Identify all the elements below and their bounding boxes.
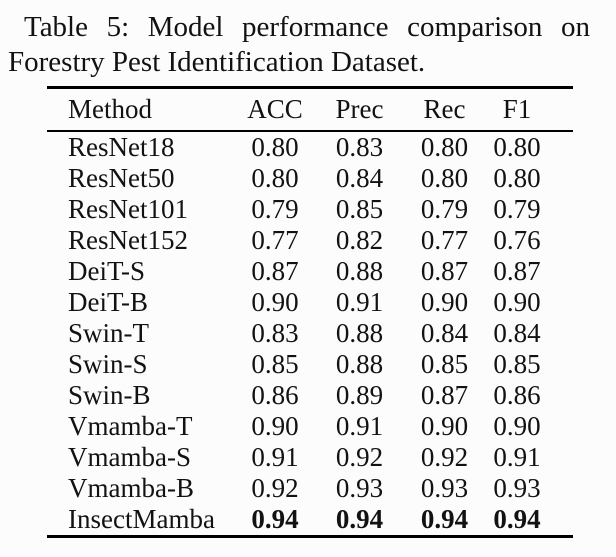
cell-prec: 0.93 bbox=[335, 473, 384, 503]
cell-acc: 0.86 bbox=[251, 380, 299, 410]
table-row: ResNet101 0.79 0.85 0.79 0.79 bbox=[47, 194, 573, 225]
caption-line-2: Forestry Pest Identification Dataset. bbox=[8, 46, 426, 78]
cell-method: Swin-S bbox=[68, 349, 148, 379]
cell-rec: 0.87 bbox=[420, 380, 469, 410]
col-header-method: Method bbox=[47, 87, 233, 132]
cell-prec: 0.88 bbox=[335, 318, 384, 348]
cell-method: Swin-T bbox=[68, 318, 149, 348]
cell-method: Vmamba-T bbox=[68, 411, 193, 441]
table-row: ResNet18 0.80 0.83 0.80 0.80 bbox=[47, 131, 573, 163]
cell-rec: 0.93 bbox=[420, 473, 469, 503]
header-row: Method ACC Prec Rec F1 bbox=[47, 87, 573, 132]
cell-method: DeiT-S bbox=[68, 256, 146, 286]
cell-acc: 0.91 bbox=[251, 442, 299, 472]
cell-f1: 0.76 bbox=[493, 225, 541, 255]
cell-rec: 0.92 bbox=[420, 442, 469, 472]
table-row: ResNet152 0.77 0.82 0.77 0.76 bbox=[47, 225, 573, 256]
cell-prec: 0.91 bbox=[335, 287, 384, 317]
cell-f1: 0.90 bbox=[493, 287, 541, 317]
cell-f1: 0.87 bbox=[493, 256, 541, 286]
table-row: ResNet50 0.80 0.84 0.80 0.80 bbox=[47, 163, 573, 194]
cell-rec: 0.80 bbox=[420, 163, 469, 193]
cell-acc: 0.92 bbox=[251, 473, 299, 503]
col-header-f1: F1 bbox=[487, 87, 573, 132]
cell-prec: 0.82 bbox=[335, 225, 384, 255]
cell-prec: 0.89 bbox=[335, 380, 384, 410]
table-row: Swin-B 0.86 0.89 0.87 0.86 bbox=[47, 380, 573, 411]
results-table: Method ACC Prec Rec F1 ResNet18 0.80 0.8… bbox=[47, 86, 573, 538]
cell-acc: 0.90 bbox=[251, 411, 299, 441]
cell-f1: 0.91 bbox=[493, 442, 541, 472]
cell-method: InsectMamba bbox=[68, 504, 215, 534]
cell-rec: 0.94 bbox=[420, 504, 469, 534]
cell-rec: 0.85 bbox=[420, 349, 469, 379]
cell-rec: 0.90 bbox=[420, 411, 469, 441]
cell-method: Vmamba-S bbox=[68, 442, 191, 472]
col-header-rec: Rec bbox=[402, 87, 487, 132]
cell-rec: 0.87 bbox=[420, 256, 469, 286]
cell-f1: 0.94 bbox=[493, 504, 541, 534]
cell-method: DeiT-B bbox=[68, 287, 148, 317]
cell-prec: 0.91 bbox=[335, 411, 384, 441]
col-header-prec: Prec bbox=[317, 87, 402, 132]
table-row: Vmamba-S 0.91 0.92 0.92 0.91 bbox=[47, 442, 573, 473]
cell-acc: 0.79 bbox=[251, 194, 299, 224]
table-row: Vmamba-T 0.90 0.91 0.90 0.90 bbox=[47, 411, 573, 442]
cell-acc: 0.87 bbox=[251, 256, 299, 286]
cell-method: Vmamba-B bbox=[68, 473, 194, 503]
cell-acc: 0.83 bbox=[251, 318, 299, 348]
cell-f1: 0.85 bbox=[493, 349, 541, 379]
cell-prec: 0.92 bbox=[335, 442, 384, 472]
table-body: ResNet18 0.80 0.83 0.80 0.80 ResNet50 0.… bbox=[47, 131, 573, 537]
cell-acc: 0.85 bbox=[251, 349, 299, 379]
cell-acc: 0.80 bbox=[251, 163, 299, 193]
table-caption: Table 5: Model performance comparison on… bbox=[0, 0, 616, 80]
cell-prec: 0.83 bbox=[335, 132, 384, 162]
cell-rec: 0.90 bbox=[420, 287, 469, 317]
cell-acc: 0.77 bbox=[251, 225, 299, 255]
table-row: Swin-T 0.83 0.88 0.84 0.84 bbox=[47, 318, 573, 349]
cell-acc: 0.90 bbox=[251, 287, 299, 317]
cell-prec: 0.88 bbox=[335, 349, 384, 379]
cell-f1: 0.90 bbox=[493, 411, 541, 441]
cell-f1: 0.86 bbox=[493, 380, 541, 410]
cell-method: ResNet101 bbox=[68, 194, 188, 224]
cell-prec: 0.94 bbox=[335, 504, 384, 534]
cell-f1: 0.93 bbox=[493, 473, 541, 503]
cell-method: Swin-B bbox=[68, 380, 151, 410]
cell-rec: 0.79 bbox=[420, 194, 469, 224]
cell-method: ResNet152 bbox=[68, 225, 188, 255]
cell-acc: 0.80 bbox=[251, 132, 299, 162]
cell-f1: 0.79 bbox=[493, 194, 541, 224]
cell-prec: 0.88 bbox=[335, 256, 384, 286]
cell-acc: 0.94 bbox=[251, 504, 299, 534]
caption-line-1: Table 5: Model performance comparison on bbox=[24, 11, 590, 43]
cell-rec: 0.80 bbox=[420, 132, 469, 162]
cell-prec: 0.84 bbox=[335, 163, 384, 193]
cell-method: ResNet50 bbox=[68, 163, 175, 193]
table-row: Vmamba-B 0.92 0.93 0.93 0.93 bbox=[47, 473, 573, 504]
cell-f1: 0.80 bbox=[493, 163, 541, 193]
cell-method: ResNet18 bbox=[68, 132, 175, 162]
cell-f1: 0.84 bbox=[493, 318, 541, 348]
table-row: InsectMamba 0.94 0.94 0.94 0.94 bbox=[47, 504, 573, 537]
cell-f1: 0.80 bbox=[493, 132, 541, 162]
table-row: Swin-S 0.85 0.88 0.85 0.85 bbox=[47, 349, 573, 380]
cell-rec: 0.77 bbox=[420, 225, 469, 255]
cell-rec: 0.84 bbox=[420, 318, 469, 348]
table-row: DeiT-B 0.90 0.91 0.90 0.90 bbox=[47, 287, 573, 318]
cell-prec: 0.85 bbox=[335, 194, 384, 224]
col-header-acc: ACC bbox=[233, 87, 317, 132]
table-row: DeiT-S 0.87 0.88 0.87 0.87 bbox=[47, 256, 573, 287]
